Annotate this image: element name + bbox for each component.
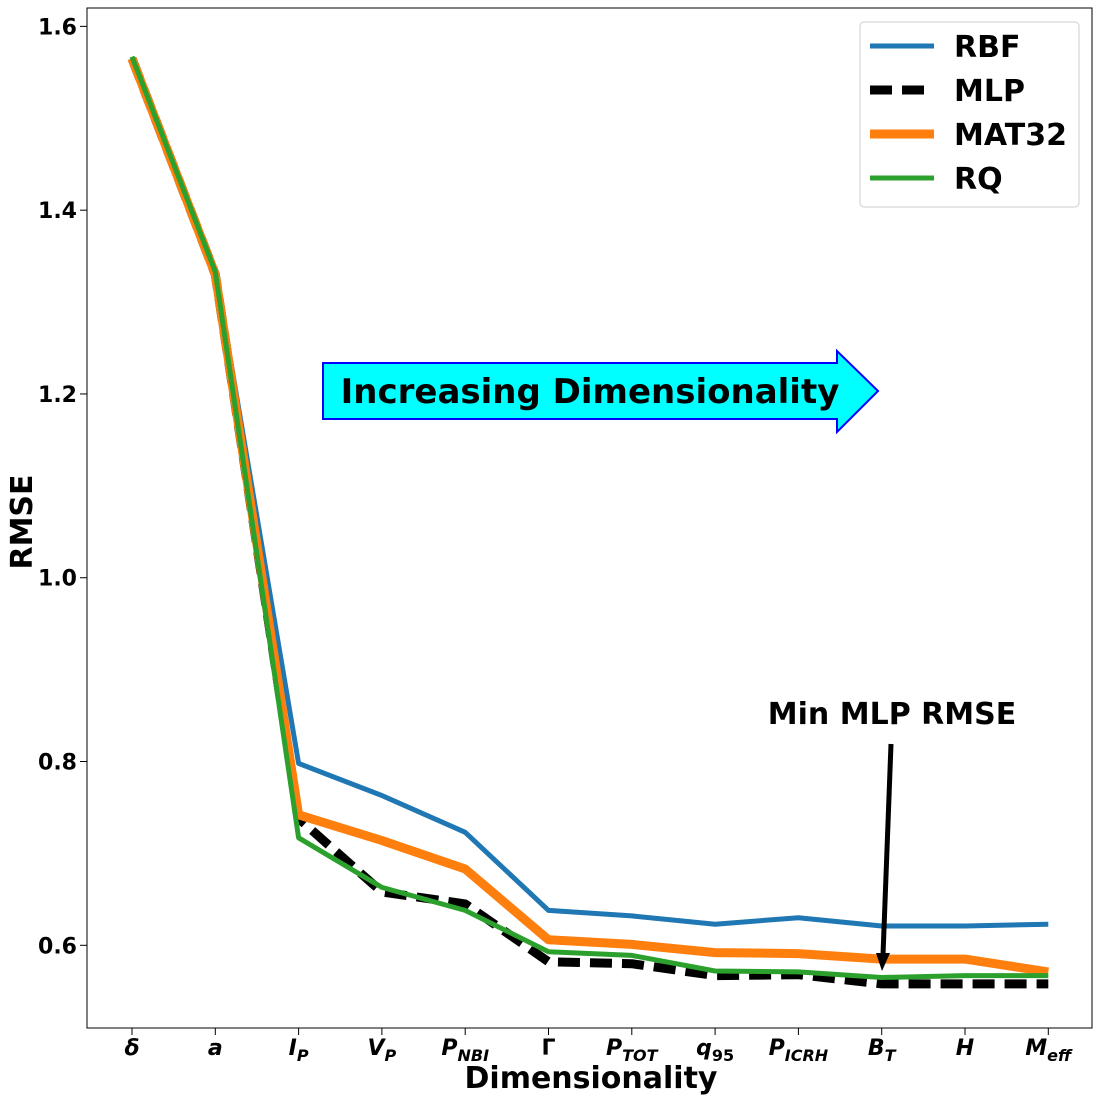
- x-axis-title: Dimensionality: [465, 1061, 718, 1096]
- x-tick-label: PNBI: [441, 1036, 489, 1065]
- x-tick-label: a: [208, 1036, 223, 1061]
- y-tick-label: 0.8: [38, 751, 77, 776]
- series-line-rbf: [129, 57, 1049, 929]
- legend-label-mat32: MAT32: [954, 118, 1067, 153]
- min-mlp-annotation-label: Min MLP RMSE: [768, 697, 1016, 732]
- series-layer: [127, 55, 1049, 989]
- legend-label-rbf: RBF: [954, 30, 1020, 65]
- legend-entry-rq: RQ: [870, 162, 1003, 197]
- x-tick-label: δ: [124, 1036, 139, 1061]
- y-axis-title: RMSE: [5, 474, 40, 569]
- legend-entry-mat32: MAT32: [870, 118, 1067, 153]
- plot-frame: [86, 7, 1093, 1029]
- min-mlp-annotation: Min MLP RMSE: [768, 697, 1016, 971]
- x-tick-label: PICRH: [769, 1036, 829, 1065]
- y-tick-label: 0.6: [38, 934, 77, 959]
- x-tick-label: Γ: [541, 1036, 555, 1061]
- y-tick-label: 1.2: [38, 383, 77, 408]
- y-tick-label: 1.0: [38, 567, 77, 592]
- y-tick-label: 1.6: [38, 15, 77, 40]
- legend-entry-rbf: RBF: [870, 30, 1020, 65]
- x-tick-label: PTOT: [606, 1036, 659, 1065]
- min-mlp-pointer-line: [880, 743, 894, 956]
- x-tick-label: Meff: [1025, 1036, 1073, 1065]
- legend: RBF MLP MAT32 RQ: [859, 21, 1080, 208]
- series-line-mat32: [127, 56, 1049, 977]
- x-tick-label: VP: [368, 1036, 397, 1065]
- x-tick-label: q95: [696, 1036, 734, 1065]
- arrow-box-label: Increasing Dimensionality: [341, 372, 840, 412]
- legend-label-rq: RQ: [954, 162, 1003, 197]
- y-axis-ticks: 0.6 0.8 1.0 1.2 1.4 1.6: [38, 15, 87, 959]
- legend-label-mlp: MLP: [954, 74, 1025, 109]
- increasing-dimensionality-arrow: Increasing Dimensionality: [322, 348, 880, 435]
- x-tick-label: BT: [868, 1036, 897, 1065]
- legend-entry-mlp: MLP: [870, 74, 1025, 109]
- min-mlp-pointer-head: [876, 953, 890, 971]
- x-axis-ticks: δ a IP VP PNBI Γ PTOT q95 PICRH BT H Meff: [124, 1028, 1073, 1065]
- x-tick-label: IP: [289, 1036, 309, 1065]
- series-line-rq: [129, 55, 1049, 980]
- y-tick-label: 1.4: [38, 199, 77, 224]
- legend-frame: [859, 21, 1080, 208]
- x-tick-label: H: [956, 1036, 974, 1061]
- arrow-box-shape: [322, 348, 880, 435]
